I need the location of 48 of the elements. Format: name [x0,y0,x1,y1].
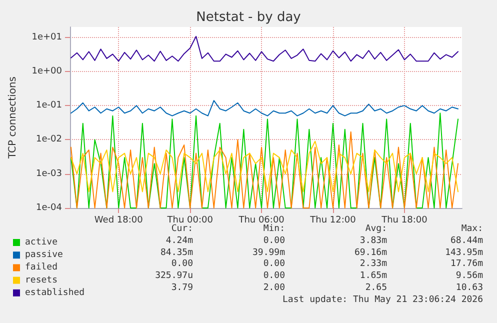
text: 3.83m [360,236,387,247]
x-tick-label: Wed 18:00 [94,216,144,226]
text: 1.65m [360,271,387,282]
text: 325.97u [155,271,193,282]
y-tick-label: 1e+01 [32,32,62,42]
text: 0.00 [263,259,285,270]
text: 2.33m [360,259,387,270]
text: Cur: [171,224,193,235]
y-tick-label: 1e-02 [36,134,62,145]
legend-label: active [25,238,58,248]
text: 17.76m [450,259,483,270]
text: 69.16m [354,248,387,259]
y-tick-label: 1e-04 [36,203,62,213]
x-tick-label: Thu 12:00 [309,216,356,226]
chart-title: Netstat - by day [196,10,302,25]
text: 143.95m [445,248,483,259]
x-tick-label: Thu 06:00 [238,216,285,226]
legend-label: resets [25,275,58,286]
text: 4.24m [166,236,193,247]
text: 10.63 [456,283,483,294]
line-series [70,140,459,192]
text: 0.00 [263,271,285,282]
text: 2.65 [365,283,387,294]
line-series [70,36,459,62]
legend-label: passive [25,250,63,260]
y-axis-title: TCP connections [8,76,18,160]
x-tick-label: Thu 18:00 [380,216,428,226]
text: 0.00 [263,236,285,247]
text: 0.00 [171,259,193,270]
legend-label: established [25,288,85,298]
text: 39.99m [252,248,285,259]
legend-label: failed [25,262,58,273]
line-series [70,131,459,208]
text: Avg: [365,224,387,235]
y-tick-label: 1e+00 [32,66,62,76]
text: 84.35m [160,248,193,259]
x-tick-label: Thu 00:00 [166,216,214,226]
text: Last update: Thu May 21 23:06:24 2026 [282,294,483,306]
line-series [70,100,459,116]
y-tick-label: 1e-01 [36,100,62,111]
text: 3.79 [171,283,193,294]
text: Max: [461,224,483,235]
text: 68.44m [450,236,483,247]
text: 2.00 [263,283,285,294]
text: 9.56m [456,271,483,282]
text: Min: [263,224,285,235]
y-tick-label: 1e-03 [36,168,62,179]
line-series [70,112,459,208]
